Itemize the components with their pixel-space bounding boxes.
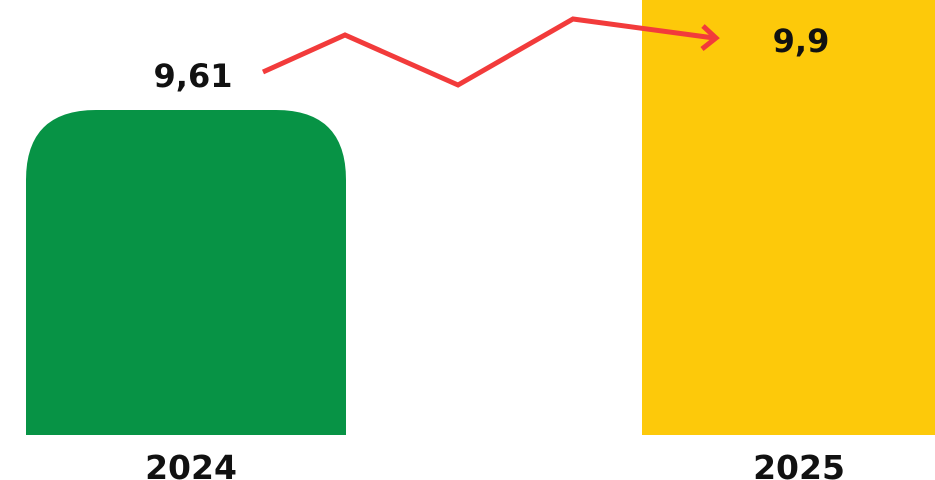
value-label-2024: 9,61 (154, 57, 233, 95)
trend-arrow (261, 16, 720, 88)
category-label-2025: 2025 (753, 448, 845, 480)
trend-arrow-head (700, 24, 720, 51)
category-label-2024: 2024 (145, 448, 237, 480)
bars-layer (26, 0, 935, 435)
bar-2025 (642, 0, 935, 435)
value-label-2025: 9,9 (773, 22, 830, 60)
bar-2024 (26, 110, 346, 435)
trend-arrow-line (261, 16, 715, 88)
